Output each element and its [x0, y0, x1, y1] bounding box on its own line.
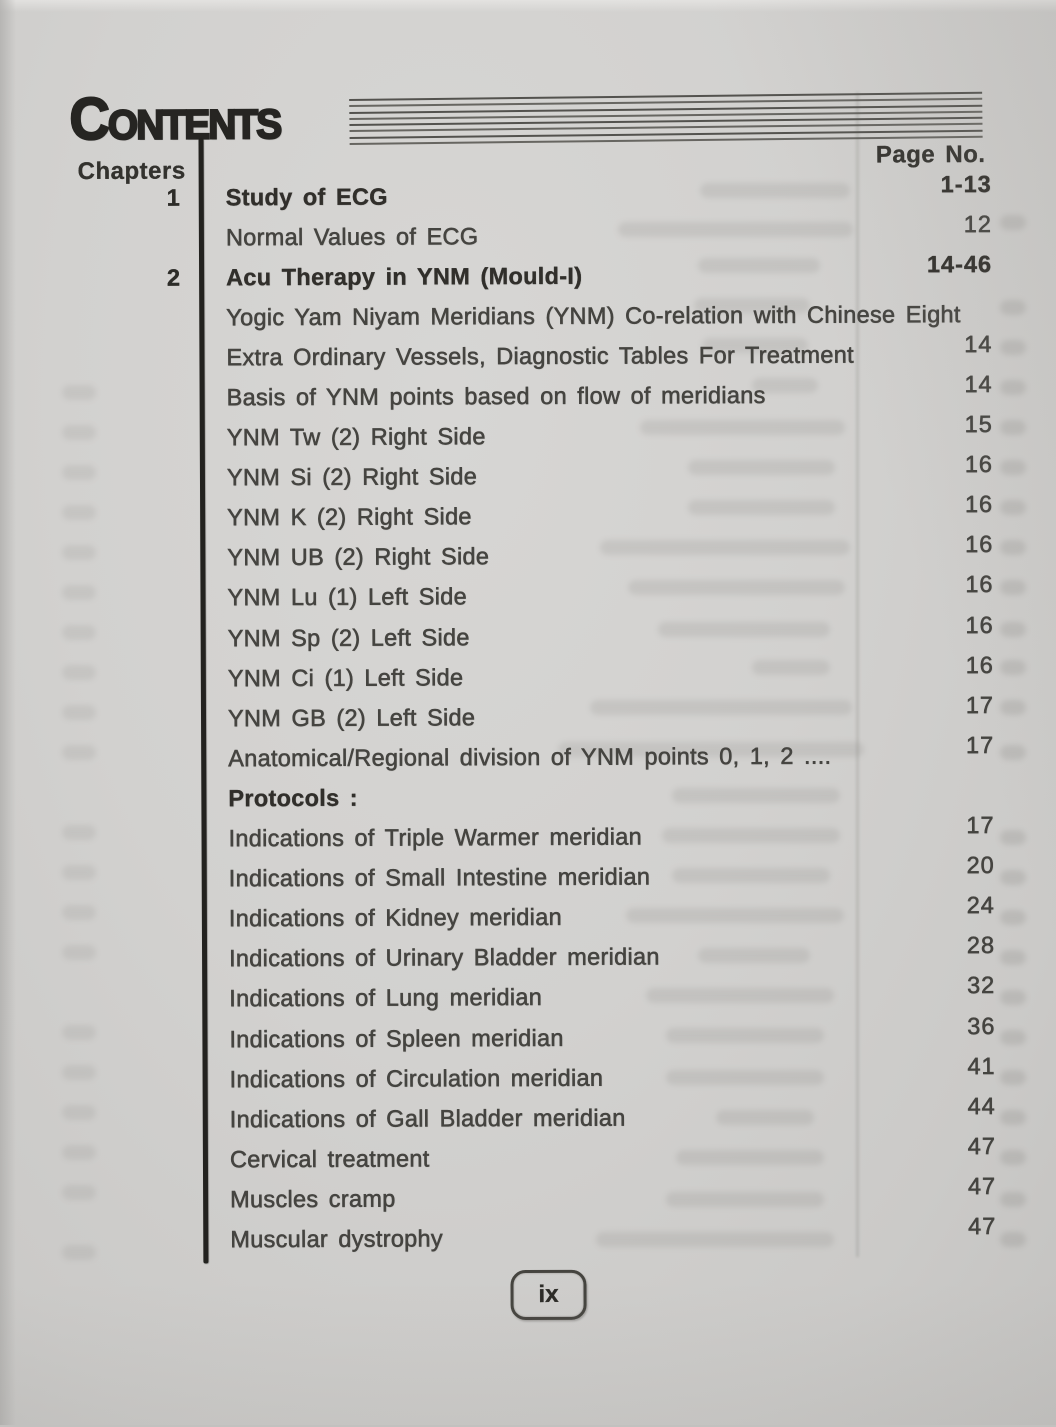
toc-entry-page: 16 — [965, 571, 993, 598]
toc-entry-page: 47 — [968, 1173, 996, 1200]
toc-entry-title: Indications of Kidney meridian — [229, 904, 562, 932]
toc-entry-title: YNM Ci (1) Left Side — [228, 664, 464, 692]
toc-entry: Indications of Lung meridian 32 — [229, 976, 995, 1019]
toc-entry-title: Indications of Gall Bladder meridian — [230, 1104, 626, 1133]
toc-entry-page: 17 — [966, 692, 994, 719]
toc-entry: YNM Lu (1) Left Side 16 — [227, 575, 993, 618]
toc-entry-title: YNM Sp (2) Left Side — [228, 624, 470, 652]
toc-entry-page: 14 — [964, 371, 992, 398]
toc-entry-title: YNM Si (2) Right Side — [227, 463, 477, 491]
toc-entry-title: YNM Tw (2) Right Side — [227, 423, 486, 451]
toc-entry: YNM UB (2) Right Side 16 — [227, 535, 993, 578]
toc-entry-title: Yogic Yam Niyam Meridians (YNM) Co-relat… — [226, 301, 961, 331]
toc-entry: YNM Si (2) Right Side 16 — [227, 455, 993, 498]
toc-entry-title: YNM K (2) Right Side — [227, 504, 472, 532]
toc-entry-title: Muscles cramp — [230, 1185, 396, 1213]
toc-entry-page: 16 — [965, 451, 993, 478]
toc-entry-page: 28 — [967, 932, 995, 959]
toc-entry: Indications of Kidney meridian 24 — [229, 896, 995, 939]
toc-entry-title: Indications of Triple Warmer meridian — [228, 824, 642, 853]
toc-entry-page: 32 — [967, 972, 995, 999]
toc-entry-page: 16 — [965, 612, 993, 639]
toc-entry-title: Normal Values of ECG — [226, 223, 479, 251]
toc-entry-page: 1-13 — [941, 171, 992, 198]
toc-entry-title: YNM UB (2) Right Side — [227, 544, 489, 572]
toc-entry: Anatomical/Regional division of YNM poin… — [228, 735, 994, 778]
toc-chapter-number: 2 — [150, 264, 180, 291]
toc-entry-title: Extra Ordinary Vessels, Diagnostic Table… — [226, 341, 854, 371]
toc-entry-page: 17 — [966, 812, 994, 839]
toc-entry: Muscles cramp 47 — [230, 1176, 996, 1219]
toc-entry: Basis of YNM points based on flow of mer… — [227, 374, 993, 417]
toc-entry-page: 41 — [967, 1053, 995, 1080]
toc-entry: Normal Values of ECG 12 — [226, 214, 992, 257]
toc-entry-title: Basis of YNM points based on flow of mer… — [227, 382, 766, 411]
toc-entry: Muscular dystrophy 47 — [230, 1216, 996, 1259]
page-number-box: ix — [510, 1270, 586, 1320]
toc-entry: Protocols : — [228, 775, 994, 818]
toc-entry-page: 16 — [966, 652, 994, 679]
toc-entry: Extra Ordinary Vessels, Diagnostic Table… — [226, 334, 992, 377]
toc-entry-page: 16 — [965, 531, 993, 558]
toc-entry: YNM GB (2) Left Side 17 — [228, 695, 994, 738]
toc-entry: Yogic Yam Niyam Meridians (YNM) Co-relat… — [226, 294, 992, 337]
toc-entry-page: 16 — [965, 491, 993, 518]
page-no-column-header: Page No. — [876, 141, 986, 169]
toc-entry: YNM Sp (2) Left Side 16 — [228, 615, 994, 658]
toc-entry-page: 15 — [965, 411, 993, 438]
toc-entry: YNM Ci (1) Left Side 16 — [228, 655, 994, 698]
toc-entry-title: Indications of Urinary Bladder meridian — [229, 944, 660, 973]
toc-entry-title: Indications of Circulation meridian — [230, 1064, 604, 1093]
toc-entry-title: Indications of Lung meridian — [229, 984, 542, 1012]
toc-entry-page: 14 — [964, 331, 992, 358]
toc-entry-page: 47 — [968, 1213, 996, 1240]
toc-entry: Indications of Urinary Bladder meridian … — [229, 936, 995, 979]
toc-entry-title: YNM Lu (1) Left Side — [227, 584, 467, 612]
toc-entry-title: Acu Therapy in YNM (Mould-I) — [226, 262, 582, 291]
toc-entry-title: Cervical treatment — [230, 1145, 430, 1173]
page-number: ix — [538, 1281, 558, 1309]
toc-entry-page: 24 — [967, 892, 995, 919]
toc-entry: Cervical treatment 47 — [230, 1136, 996, 1179]
toc-entry-page: 36 — [967, 1012, 995, 1039]
toc-entry-page: 47 — [968, 1133, 996, 1160]
toc-entry-title: Indications of Small Intestine meridian — [229, 864, 651, 893]
toc-entry-page: 17 — [966, 732, 994, 759]
toc: 1 Study of ECG 1-13 Normal Values of ECG… — [226, 174, 997, 1260]
vertical-divider — [198, 138, 208, 1263]
toc-entry-page: 14-46 — [927, 251, 992, 278]
toc-entry-title: Muscular dystrophy — [230, 1225, 443, 1253]
toc-entry-title: Protocols : — [228, 785, 358, 813]
toc-chapter-number: 1 — [150, 184, 180, 211]
chapters-column-header: Chapters — [78, 157, 186, 185]
toc-entry-title: Anatomical/Regional division of YNM poin… — [228, 743, 831, 773]
toc-entry: YNM K (2) Right Side 16 — [227, 495, 993, 538]
toc-entry: 1 Study of ECG 1-13 — [226, 174, 992, 217]
toc-entry: Indications of Spleen meridian 36 — [229, 1016, 995, 1059]
toc-entry-page: 20 — [966, 852, 994, 879]
toc-entry-title: Study of ECG — [226, 183, 388, 211]
toc-entry-page: 44 — [968, 1093, 996, 1120]
toc-entry: Indications of Small Intestine meridian … — [229, 856, 995, 899]
toc-entry-title: YNM GB (2) Left Side — [228, 704, 475, 732]
page-title: Contents — [69, 83, 280, 153]
toc-entry: Indications of Gall Bladder meridian 44 — [230, 1096, 996, 1139]
toc-entry: Indications of Triple Warmer meridian 17 — [228, 815, 994, 858]
toc-entry: YNM Tw (2) Right Side 15 — [227, 415, 993, 458]
toc-entry-title: Indications of Spleen meridian — [229, 1024, 563, 1052]
toc-entry: Indications of Circulation meridian 41 — [230, 1056, 996, 1099]
toc-entry-page: 12 — [964, 211, 992, 238]
toc-entry: 2 Acu Therapy in YNM (Mould-I) 14-46 — [226, 254, 992, 297]
